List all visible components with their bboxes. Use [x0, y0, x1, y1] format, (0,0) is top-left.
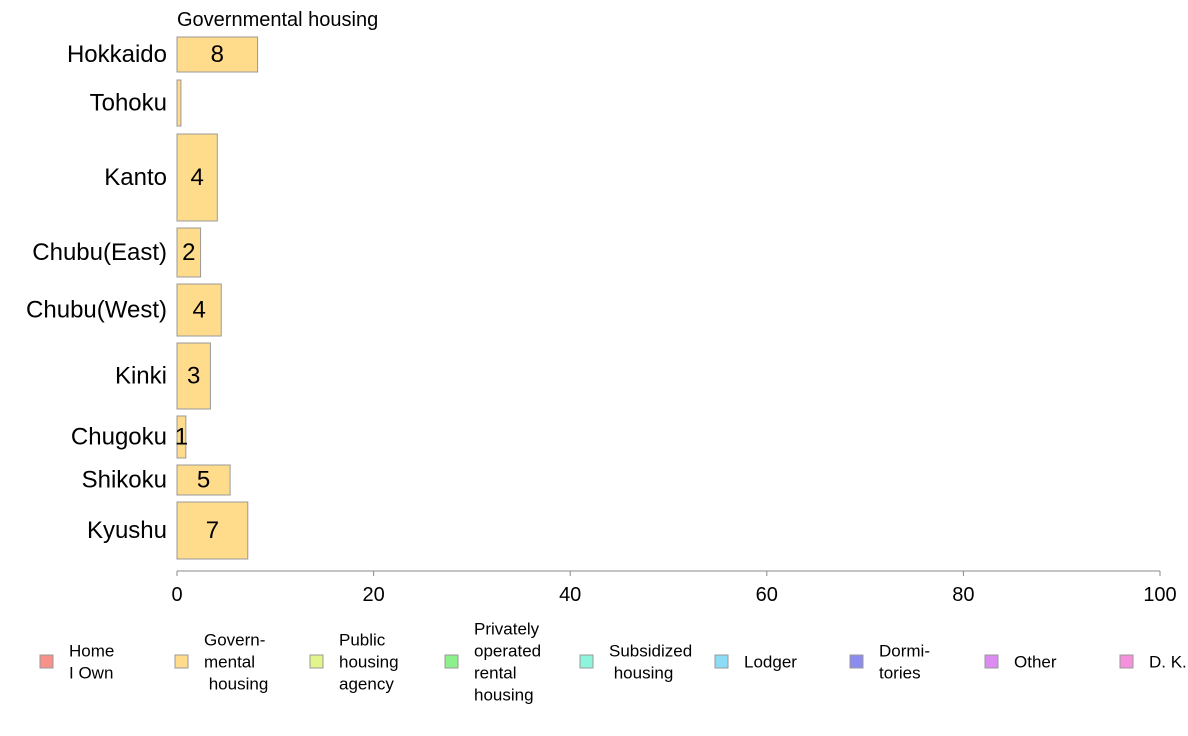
data-label: 8	[211, 41, 224, 68]
legend-label: Home I Own	[69, 642, 114, 683]
legend-swatch	[39, 654, 54, 669]
legend-swatch	[714, 654, 729, 669]
data-label: 2	[182, 239, 195, 266]
legend-swatch	[174, 654, 189, 669]
category-label: Kinki	[115, 363, 167, 390]
legend-item: Home I Own	[39, 642, 114, 683]
data-label: 4	[192, 297, 205, 324]
legend-swatch	[444, 654, 459, 669]
bar-kanto	[176, 133, 218, 222]
category-label: Tohoku	[90, 90, 167, 117]
x-tick-label: 100	[1143, 584, 1176, 606]
legend-item: Lodger	[714, 653, 797, 672]
x-axis: 0 20 40 60 80 100	[171, 570, 1177, 606]
bar-chugoku	[176, 415, 187, 459]
legend-label: Govern-mental housing	[204, 631, 268, 694]
data-label: 3	[187, 363, 200, 390]
data-label: 5	[197, 467, 210, 494]
data-label: 7	[206, 517, 219, 544]
x-tick-label: 20	[362, 584, 384, 606]
data-label: 4	[190, 164, 203, 191]
bar-shikoku	[176, 464, 231, 496]
bars-layer: Hokkaido 8 Tohoku Kanto 4 Chubu(East) 2 Chubu(W…	[26, 36, 259, 560]
legend-swatch	[309, 654, 324, 669]
legend-label: Public housing agency	[339, 631, 399, 694]
category-label: Kyushu	[87, 517, 167, 544]
category-label: Shikoku	[82, 467, 167, 494]
legend: Home I Own Govern-mental housing Public hous…	[39, 620, 1187, 705]
bar-chubu-east	[176, 227, 202, 278]
legend-swatch	[849, 654, 864, 669]
category-label: Hokkaido	[67, 41, 167, 68]
bar-chubu-west	[176, 283, 222, 337]
legend-label: Lodger	[744, 653, 797, 672]
legend-label: Privately operated rental housing	[474, 620, 541, 705]
x-tick-label: 0	[171, 584, 182, 606]
category-label: Kanto	[104, 164, 167, 191]
chart-title: Governmental housing	[177, 9, 378, 31]
bar-hokkaido	[176, 36, 259, 73]
legend-label: Subsidized housing	[609, 642, 692, 683]
legend-item: Subsidized housing	[579, 642, 692, 683]
legend-swatch	[1119, 654, 1134, 669]
category-label: Chubu(West)	[26, 297, 167, 324]
legend-label: D. K.	[1149, 653, 1187, 672]
legend-swatch	[579, 654, 594, 669]
bar-kyushu	[176, 501, 249, 560]
legend-swatch	[984, 654, 999, 669]
category-label: Chubu(East)	[32, 239, 167, 266]
x-tick-label: 60	[756, 584, 778, 606]
x-tick-label: 40	[559, 584, 581, 606]
data-label: 1	[175, 424, 188, 451]
bar-kinki	[176, 342, 211, 410]
legend-label: Dormi-tories	[879, 642, 930, 683]
legend-item: Govern-mental housing	[174, 631, 268, 694]
x-tick-label: 80	[952, 584, 974, 606]
legend-item: Dormi-tories	[849, 642, 930, 683]
legend-item: D. K.	[1119, 653, 1187, 672]
bar-tohoku	[176, 79, 182, 127]
legend-label: Other	[1014, 653, 1057, 672]
legend-item: Public housing agency	[309, 631, 399, 694]
category-label: Chugoku	[71, 424, 167, 451]
legend-item: Other	[984, 653, 1057, 672]
legend-item: Privately operated rental housing	[444, 620, 541, 705]
